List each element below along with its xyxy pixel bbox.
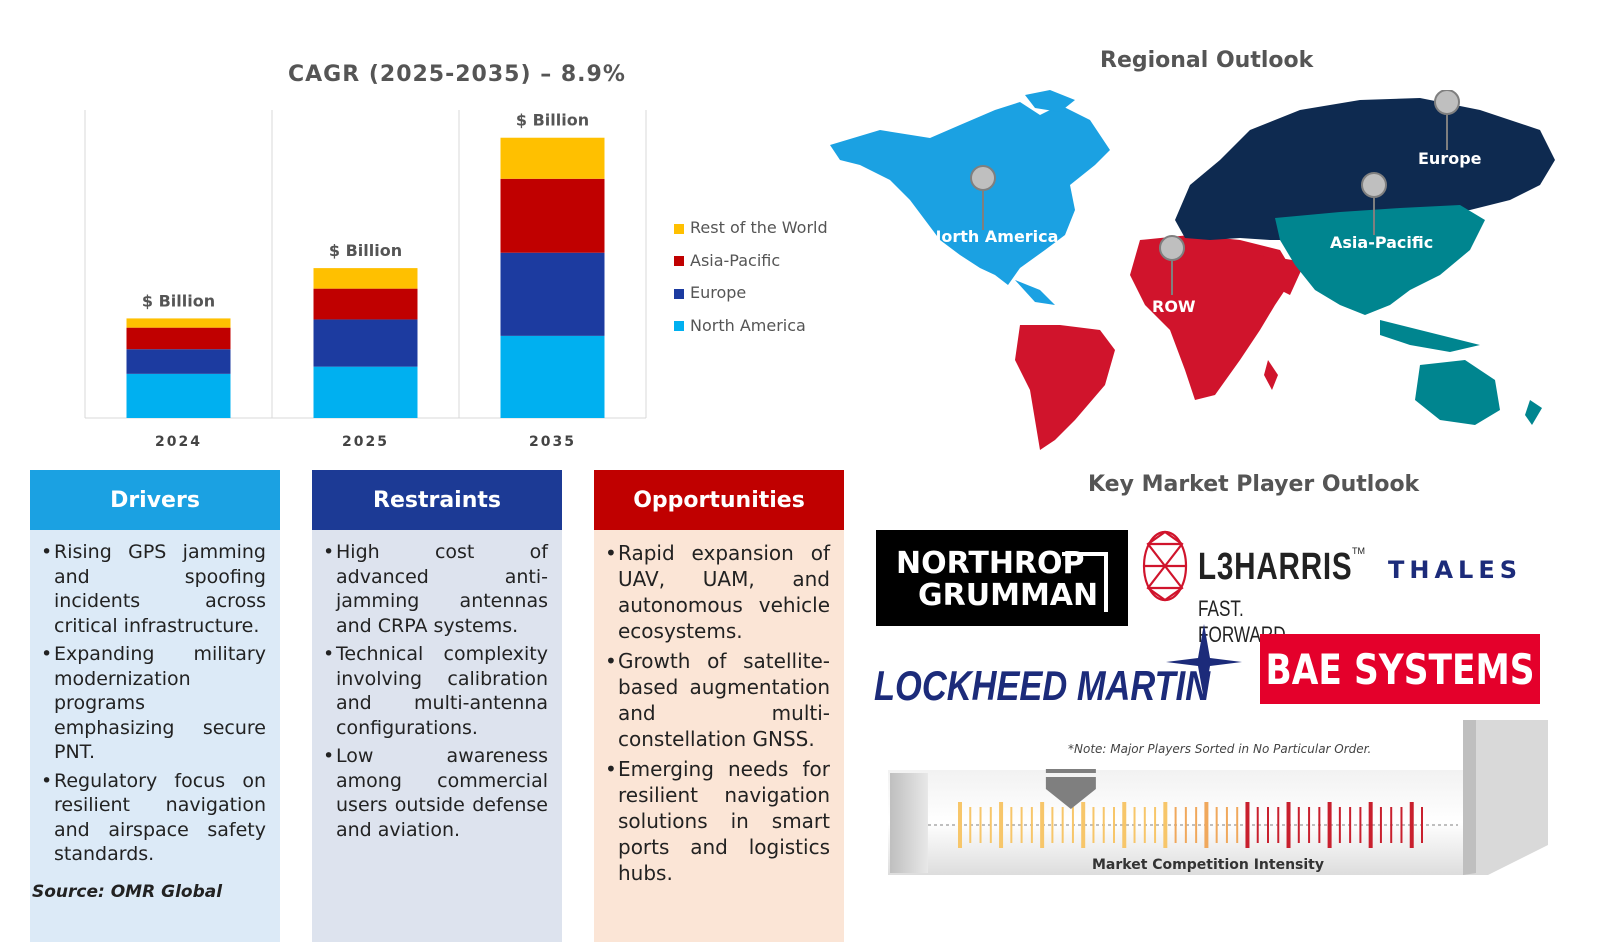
asia-pacific-region [1275,205,1485,315]
restraints-panel: Restraints High cost of advanced anti-ja… [312,470,562,942]
legend-item: Asia-Pacific [674,251,780,270]
drivers-item: Rising GPS jamming and spoofing incident… [41,540,266,638]
bar-segment-asia-pacific-2024 [126,327,231,350]
legend-swatch [674,223,684,234]
northrop-line1: NORTHROP [896,546,1085,581]
bar-segment-north-america-2035 [500,335,605,418]
legend-item: Rest of the World [674,218,828,237]
drivers-panel: Drivers Rising GPS jamming and spoofing … [30,470,280,942]
bar-segment-rest-of-the-world-2035 [500,137,605,179]
bar-total-label: $ Billion [516,111,589,130]
restraints-list: High cost of advanced anti-jamming anten… [312,530,562,842]
opportunities-item: Growth of satellite-based augmentation a… [605,648,830,752]
opportunities-item: Rapid expansion of UAV, UAM, and autonom… [605,540,830,644]
drivers-heading: Drivers [30,470,280,530]
south-america-region [1015,325,1115,450]
legend-label: Rest of the World [690,218,828,237]
legend-item: Europe [674,283,746,302]
pin-label-north-america: North America [928,227,1059,246]
bar-segment-europe-2035 [500,252,605,336]
northrop-line2: GRUMMAN [918,578,1099,613]
drivers-item: Expanding military modernization program… [41,642,266,765]
players-title: Key Market Player Outlook [1088,472,1420,497]
pin-label-asia-pacific: Asia-Pacific [1330,233,1434,252]
opportunities-list: Rapid expansion of UAV, UAM, and autonom… [594,530,844,886]
thales-logo: THALES [1388,556,1523,584]
pin-label-europe: Europe [1418,149,1482,168]
bae-name: BAE SYSTEMS [1265,644,1535,694]
l3harris-logo: L3HARRIS TM FAST. FORWARD. [1140,528,1380,647]
legend-swatch [674,256,684,266]
bar-segment-rest-of-the-world-2025 [313,268,418,289]
drivers-list: Rising GPS jamming and spoofing incident… [30,530,280,867]
legend-item: North America [674,316,806,335]
l3harris-tm: TM [1352,546,1365,556]
north-america-region [830,102,1110,285]
bar-segment-europe-2024 [126,349,231,374]
restraints-item: High cost of advanced anti-jamming anten… [323,540,548,638]
bar-total-label: $ Billion [142,291,215,310]
bar-segment-rest-of-the-world-2024 [126,318,231,328]
chart-title: CAGR (2025-2035) – 8.9% [288,62,626,87]
opportunities-item: Emerging needs for resilient navigation … [605,756,830,886]
x-tick-label: 2035 [529,434,576,450]
restraints-heading: Restraints [312,470,562,530]
l3harris-name: L3HARRIS [1198,546,1353,588]
x-tick-label: 2024 [155,434,202,450]
legend-label: Europe [690,283,747,302]
opportunities-panel: Opportunities Rapid expansion of UAV, UA… [594,470,844,942]
intensity-indicator [1045,769,1096,809]
pin-label-row: ROW [1152,297,1196,316]
restraints-item: Low awareness among commercial users out… [323,744,548,842]
lockheed-name: LOCKHEED MARTIN [874,662,1211,709]
opportunities-heading: Opportunities [594,470,844,530]
source-note: Source: OMR Global [32,882,223,902]
europe-region [1175,98,1555,240]
northrop-grumman-logo: NORTHROP GRUMMAN [876,530,1128,626]
bar-segment-north-america-2025 [313,366,418,418]
lockheed-star-icon [1166,624,1242,700]
bar-segment-north-america-2024 [126,373,231,418]
world-map [830,90,1555,450]
legend-label: Asia-Pacific [690,250,781,270]
legend-swatch [674,321,684,331]
drivers-item: Regulatory focus on resilient navigation… [41,769,266,867]
bar-segment-europe-2025 [313,319,418,367]
competition-label: Market Competition Intensity [1092,857,1324,873]
legend-swatch [674,288,684,299]
legend-label: North America [690,315,806,335]
restraints-item: Technical complexity involving calibrati… [323,642,548,740]
players-note: *Note: Major Players Sorted in No Partic… [1068,742,1372,756]
bar-segment-asia-pacific-2035 [500,178,605,253]
chart-legend: Rest of the World Asia-Pacific Europe North… [674,218,844,348]
map-title: Regional Outlook [1100,48,1314,73]
bar-segment-asia-pacific-2025 [313,288,418,320]
bae-systems-logo: BAE SYSTEMS [1260,634,1540,704]
bar-total-label: $ Billion [329,241,402,260]
l3harris-globe-icon [1142,530,1188,602]
intensity-ticks [958,802,1423,848]
stacked-bar-chart: $ Billion 2024 $ Billion 2025 $ Billion 2035 [84,110,647,450]
x-tick-label: 2025 [342,434,389,450]
lockheed-martin-logo: LOCKHEED MARTIN [874,624,1244,720]
competition-gauge [888,720,1548,875]
